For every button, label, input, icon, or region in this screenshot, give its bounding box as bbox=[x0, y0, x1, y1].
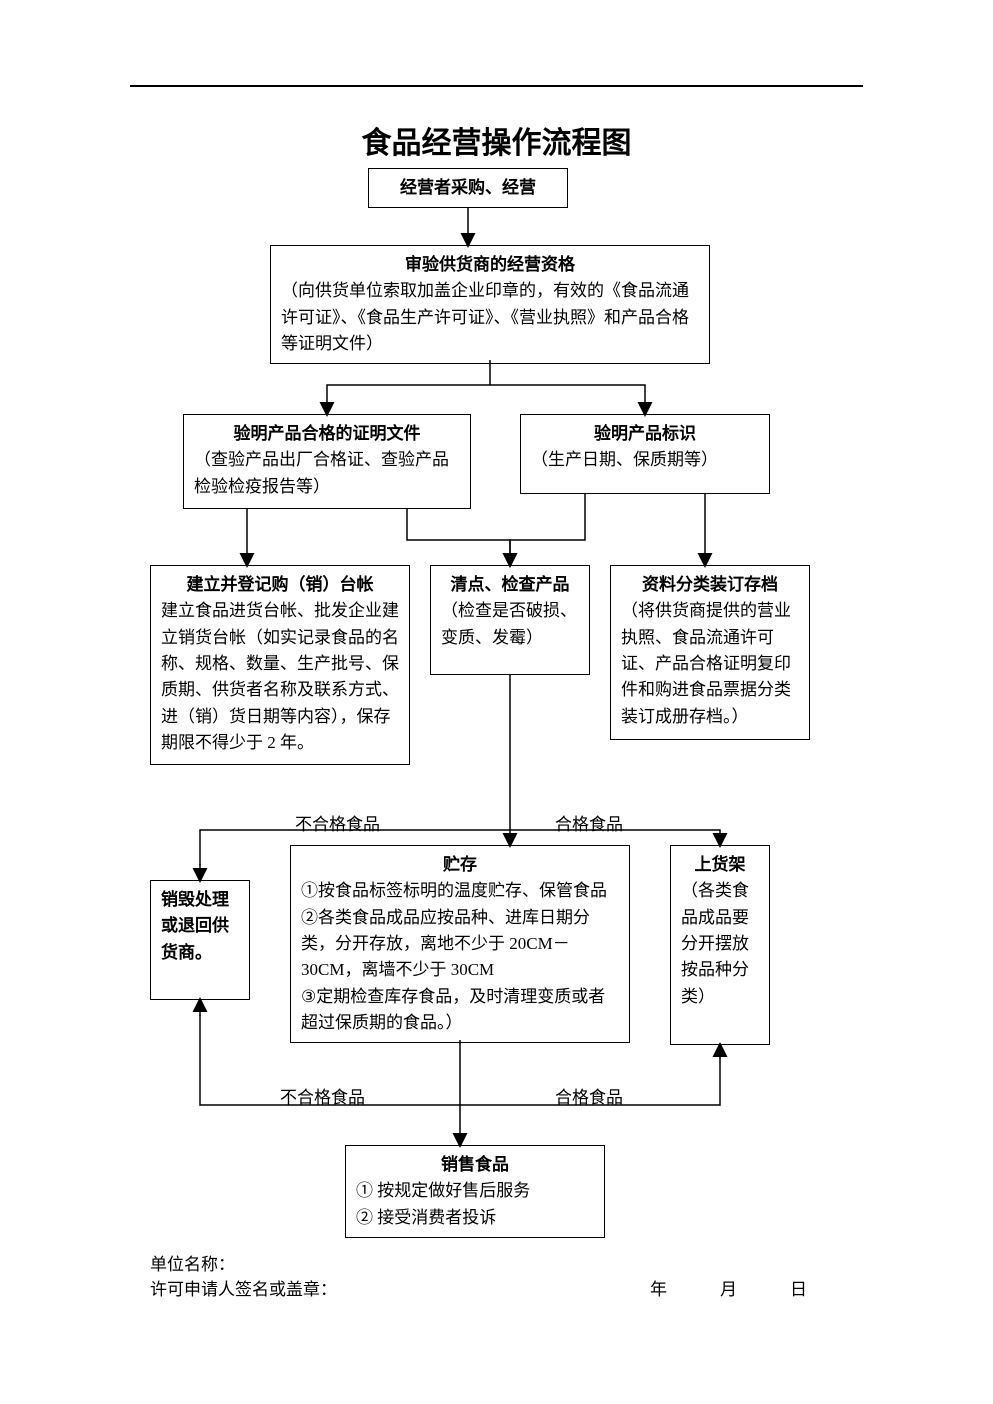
node-verify-cert: 验明产品合格的证明文件 （查验产品出厂合格证、查验产品检验检疫报告等） bbox=[183, 414, 471, 509]
node-line: ② 接受消费者投诉 bbox=[356, 1205, 594, 1231]
page: 食品经营操作流程图 经营者采购、经营 审验供货商的经营资格 （向供货单位索取加盖… bbox=[0, 0, 993, 1404]
node-body: ①按食品标签标明的温度贮存、保管食品 ②各类食品成品应按品种、进库日期分类，分开… bbox=[301, 878, 619, 1036]
node-body: （各类食品成品要分开摆放按品种分 类） bbox=[681, 878, 759, 1010]
footer-sign: 许可申请人签名或盖章： bbox=[150, 1275, 337, 1300]
node-title: 销售食品 bbox=[356, 1152, 594, 1178]
page-title: 食品经营操作流程图 bbox=[0, 118, 993, 162]
node-title: 资料分类装订存档 bbox=[621, 572, 799, 598]
node-archive: 资料分类装订存档 （将供货商提供的营业执照、食品流通许可证、产品合格证明复印件和… bbox=[610, 565, 810, 740]
footer-month: 月 bbox=[720, 1275, 737, 1300]
node-inspect: 清点、检查产品 （检查是否破损、变质、发霉） bbox=[430, 565, 590, 675]
node-title: 建立并登记购（销）台帐 bbox=[161, 572, 399, 598]
label-fail: 不合格食品 bbox=[295, 810, 380, 835]
node-operator: 经营者采购、经营 bbox=[368, 168, 568, 208]
node-destroy: 销毁处理或退回供货商。 bbox=[150, 880, 250, 1000]
node-storage: 贮存 ①按食品标签标明的温度贮存、保管食品 ②各类食品成品应按品种、进库日期分类… bbox=[290, 845, 630, 1043]
label-pass: 合格食品 bbox=[555, 810, 623, 835]
top-rule bbox=[130, 85, 863, 87]
footer-day: 日 bbox=[790, 1275, 807, 1300]
node-body: （生产日期、保质期等） bbox=[531, 447, 759, 473]
node-title: 上货架 bbox=[681, 852, 759, 878]
node-body: 建立食品进货台帐、批发企业建立销货台帐（如实记录食品的名称、规格、数量、生产批号… bbox=[161, 598, 399, 756]
node-shelf: 上货架 （各类食品成品要分开摆放按品种分 类） bbox=[670, 845, 770, 1045]
node-title: 验明产品标识 bbox=[531, 421, 759, 447]
node-sales: 销售食品 ① 按规定做好售后服务 ② 接受消费者投诉 bbox=[345, 1145, 605, 1238]
node-body: （查验产品出厂合格证、查验产品检验检疫报告等） bbox=[194, 447, 460, 500]
node-title: 验明产品合格的证明文件 bbox=[194, 421, 460, 447]
node-verify-label: 验明产品标识 （生产日期、保质期等） bbox=[520, 414, 770, 494]
node-title: 销毁处理或退回供货商。 bbox=[161, 887, 239, 966]
node-title: 经营者采购、经营 bbox=[379, 175, 557, 201]
label-fail: 不合格食品 bbox=[280, 1083, 365, 1108]
node-line: ① 按规定做好售后服务 bbox=[356, 1178, 594, 1204]
node-body: （将供货商提供的营业执照、食品流通许可证、产品合格证明复印件和购进食品票据分类装… bbox=[621, 598, 799, 730]
footer-unit: 单位名称： bbox=[150, 1250, 235, 1275]
label-pass: 合格食品 bbox=[555, 1083, 623, 1108]
node-title: 贮存 bbox=[301, 852, 619, 878]
node-body: （检查是否破损、变质、发霉） bbox=[441, 598, 579, 651]
footer-year: 年 bbox=[650, 1275, 667, 1300]
node-title: 清点、检查产品 bbox=[441, 572, 579, 598]
node-verify-supplier: 审验供货商的经营资格 （向供货单位索取加盖企业印章的，有效的《食品流通许可证》、… bbox=[270, 245, 710, 364]
node-ledger: 建立并登记购（销）台帐 建立食品进货台帐、批发企业建立销货台帐（如实记录食品的名… bbox=[150, 565, 410, 765]
node-title: 审验供货商的经营资格 bbox=[281, 252, 699, 278]
node-body: （向供货单位索取加盖企业印章的，有效的《食品流通许可证》、《食品生产许可证》、《… bbox=[281, 278, 699, 357]
